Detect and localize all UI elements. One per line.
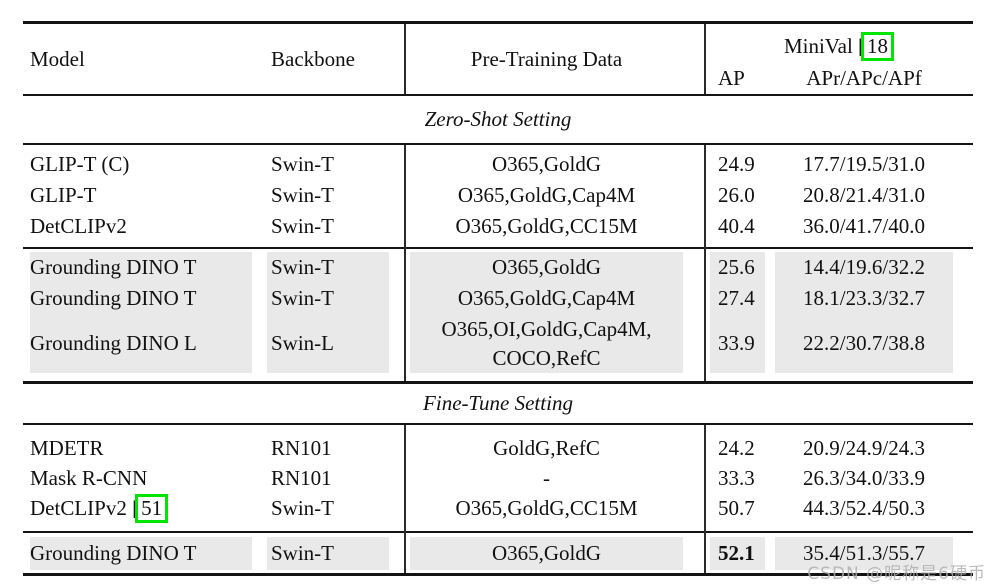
table-row-highlighted: Grounding DINO T Swin-T O365,GoldG,Cap4M… — [23, 283, 973, 314]
cell-pretrain-line2: COCO,RefC — [492, 346, 601, 370]
table-row: GLIP-T Swin-T O365,GoldG,Cap4M 26.0 20.8… — [23, 180, 973, 211]
header-minival-label: MiniVal [ — [783, 34, 866, 58]
cell-pretrain: - — [543, 466, 550, 490]
cell-ap: 40.4 — [718, 214, 755, 238]
cell-pretrain: O365,GoldG,Cap4M — [457, 183, 636, 207]
model-name-text: DetCLIPv2 [ — [30, 496, 140, 520]
zeroshot-vline-2 — [704, 145, 706, 381]
zeroshot-bottom-rule — [23, 381, 973, 384]
table-row-highlighted: Grounding DINO L Swin-L O365,OI,GoldG,Ca… — [23, 314, 973, 373]
cell-ap: 25.6 — [710, 252, 765, 283]
cell-apr: 20.8/21.4/31.0 — [803, 183, 925, 207]
cell-model: Mask R-CNN — [30, 466, 148, 490]
header-model: Model — [30, 47, 85, 71]
finetune-vline-2 — [704, 425, 706, 573]
cell-backbone: Swin-L — [267, 314, 389, 373]
cell-ap: 33.9 — [710, 314, 765, 373]
cell-model: GLIP-T (C) — [30, 152, 130, 176]
table-row: MDETR RN101 GoldG,RefC 24.2 20.9/24.9/24… — [23, 433, 973, 463]
header-ap-line: AP APr/APc/APf — [705, 63, 973, 93]
cell-model: Grounding DINO T — [30, 283, 252, 314]
zeroshot-top-rule — [23, 143, 973, 145]
cell-model: GLIP-T — [30, 183, 97, 207]
header-apr: APr/APc/APf — [806, 66, 922, 90]
finetune-vline-1 — [404, 425, 406, 573]
cell-apr: 26.3/34.0/33.9 — [803, 466, 925, 490]
cell-apr: 17.7/19.5/31.0 — [803, 152, 925, 176]
cell-backbone: RN101 — [271, 466, 332, 490]
header-pretrain: Pre-Training Data — [470, 47, 623, 71]
cell-apr: 44.3/52.4/50.3 — [803, 496, 925, 520]
cell-backbone: Swin-T — [271, 496, 334, 520]
cell-apr: 14.4/19.6/32.2 — [775, 252, 953, 283]
cell-pretrain: GoldG,RefC — [493, 436, 600, 460]
cell-apr: 20.9/24.9/24.3 — [803, 436, 925, 460]
cell-pretrain: O365,OI,GoldG,Cap4M, COCO,RefC — [410, 314, 683, 373]
header-backbone: Backbone — [271, 47, 355, 71]
cell-ap: 27.4 — [710, 283, 765, 314]
csdn-watermark: CSDN @昵称是6硬币 — [807, 564, 986, 584]
cell-pretrain: O365,GoldG,Cap4M — [410, 283, 683, 314]
cell-backbone: RN101 — [271, 436, 332, 460]
table-row: DetCLIPv2 Swin-T O365,GoldG,CC15M 40.4 3… — [23, 211, 973, 242]
header-vline-2 — [704, 24, 706, 94]
cell-backbone: Swin-T — [267, 283, 389, 314]
cell-model: Grounding DINO L — [30, 314, 252, 373]
cell-apr: 18.1/23.3/32.7 — [775, 283, 953, 314]
table-bottom-rule — [23, 573, 973, 576]
cell-model: Grounding DINO T — [30, 252, 252, 283]
table-row: DetCLIPv2 [51 Swin-T O365,GoldG,CC15M 50… — [23, 493, 973, 524]
zeroshot-vline-1 — [404, 145, 406, 381]
table-row-highlighted: Grounding DINO T Swin-T O365,GoldG 25.6 … — [23, 252, 973, 283]
table-row-highlighted: Grounding DINO T Swin-T O365,GoldG 52.1 … — [23, 537, 973, 570]
citation-link-51[interactable]: 51 — [135, 494, 169, 524]
finetune-top-rule — [23, 423, 973, 425]
cell-pretrain-line1: O365,OI,GoldG,Cap4M, — [441, 317, 652, 341]
cell-pretrain: O365,GoldG,CC15M — [455, 214, 638, 238]
cell-model: DetCLIPv2 [51 — [30, 493, 252, 524]
cell-model: DetCLIPv2 — [30, 214, 127, 238]
cell-backbone: Swin-T — [267, 537, 389, 570]
cell-pretrain: O365,GoldG — [410, 537, 683, 570]
section-title-fine-tune: Fine-Tune Setting — [423, 391, 573, 415]
cell-ap: 33.3 — [718, 466, 755, 490]
section-title-zero-shot: Zero-Shot Setting — [424, 107, 572, 131]
cell-ap: 26.0 — [718, 183, 755, 207]
finetune-mid-rule — [23, 531, 973, 533]
header-ap: AP — [718, 66, 745, 90]
header-bottom-rule — [23, 94, 973, 96]
cell-pretrain: O365,GoldG — [410, 252, 683, 283]
cell-ap: 24.9 — [718, 152, 755, 176]
cell-backbone: Swin-T — [271, 183, 334, 207]
cell-ap: 24.2 — [718, 436, 755, 460]
cell-apr: 22.2/30.7/38.8 — [775, 314, 953, 373]
cell-backbone: Swin-T — [267, 252, 389, 283]
cell-model: MDETR — [30, 436, 104, 460]
header-minival: MiniVal [18 — [705, 31, 973, 62]
zeroshot-mid-rule — [23, 247, 973, 249]
header-vline-1 — [404, 24, 406, 94]
citation-link-18[interactable]: 18 — [861, 32, 895, 62]
header-row: Model Backbone Pre-Training Data — [23, 24, 973, 94]
cell-apr: 36.0/41.7/40.0 — [803, 214, 925, 238]
cell-backbone: Swin-T — [271, 152, 334, 176]
cell-model: Grounding DINO T — [30, 537, 252, 570]
cell-ap-best: 52.1 — [710, 537, 765, 570]
cell-backbone: Swin-T — [271, 214, 334, 238]
table-row: GLIP-T (C) Swin-T O365,GoldG 24.9 17.7/1… — [23, 149, 973, 180]
cell-ap: 50.7 — [718, 496, 755, 520]
cell-pretrain: O365,GoldG — [491, 152, 602, 176]
table-row: Mask R-CNN RN101 - 33.3 26.3/34.0/33.9 — [23, 463, 973, 493]
cell-pretrain: O365,GoldG,CC15M — [455, 496, 638, 520]
cell-apr: 35.4/51.3/55.7 — [775, 537, 953, 570]
table-top-rule — [23, 21, 973, 24]
